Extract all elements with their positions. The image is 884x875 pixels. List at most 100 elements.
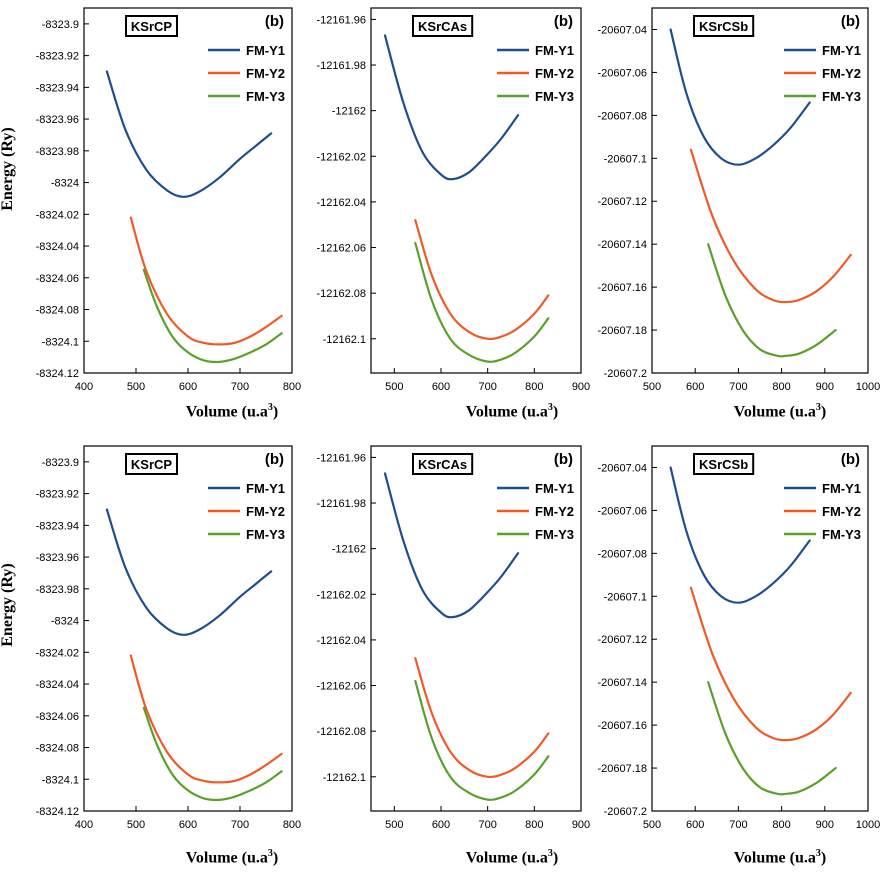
y-tick-label-p1: -8323.9 xyxy=(42,19,79,31)
y-tick-label-p6: -20607.08 xyxy=(597,548,647,560)
x-tick-label-p2: 700 xyxy=(478,381,496,393)
panel-label-p2: (b) xyxy=(554,13,573,30)
y-tick-label-p1: -8324.02 xyxy=(36,209,79,221)
chart-title-p4: KSrCP xyxy=(131,457,173,472)
y-tick-label-p4: -8323.94 xyxy=(36,520,79,532)
y-tick-label-p2: -12162.06 xyxy=(316,243,366,255)
x-axis-label-p3: Volume (u.a3) xyxy=(733,402,827,421)
chart-title-p6: KSrCSb xyxy=(699,457,748,472)
x-tick-label-p3: 1000 xyxy=(856,381,880,393)
y-tick-label-p2: -12162 xyxy=(332,106,366,118)
y-tick-label-p4: -8324.06 xyxy=(36,711,79,723)
chart-title-p2: KSrCAs xyxy=(418,19,467,34)
legend-label-fm-y3-p3: FM-Y3 xyxy=(822,89,861,104)
x-axis-label-p2: Volume (u.a3) xyxy=(465,402,559,421)
series-line-fm-y2-p6 xyxy=(689,586,852,742)
series-line-fm-y1-p4 xyxy=(105,508,273,636)
series-line-fm-y1-p1 xyxy=(105,70,273,198)
y-tick-label-p6: -20607.18 xyxy=(597,763,647,775)
x-tick-label-p6: 600 xyxy=(686,819,704,831)
series-line-fm-y2-p2 xyxy=(414,219,550,341)
title-box-p3 xyxy=(693,15,755,37)
series-line-fm-y2-p1 xyxy=(129,216,283,346)
legend-label-fm-y3-p5: FM-Y3 xyxy=(535,527,574,542)
legend-label-fm-y2-p6: FM-Y2 xyxy=(822,504,861,519)
y-tick-label-p6: -20607.16 xyxy=(597,720,647,732)
y-tick-label-p5: -12162.04 xyxy=(316,635,366,647)
y-tick-label-p3: -20607.06 xyxy=(597,67,647,79)
y-tick-label-p2: -12162.02 xyxy=(316,151,366,163)
y-tick-label-p1: -8323.96 xyxy=(36,114,79,126)
x-tick-label-p1: 600 xyxy=(179,381,197,393)
chart-title-p5: KSrCAs xyxy=(418,457,467,472)
panel-label-p4: (b) xyxy=(265,451,284,468)
y-tick-label-p1: -8324.08 xyxy=(36,305,79,317)
chart-title-p1: KSrCP xyxy=(131,19,173,34)
series-line-fm-y3-p1 xyxy=(142,268,283,364)
y-tick-label-p3: -20607.2 xyxy=(604,368,647,380)
y-tick-label-p2: -12162.1 xyxy=(323,334,366,346)
y-tick-label-p3: -20607.18 xyxy=(597,325,647,337)
y-tick-label-p2: -12161.96 xyxy=(316,14,366,26)
y-tick-label-p4: -8324.12 xyxy=(36,806,79,818)
x-tick-label-p4: 700 xyxy=(231,819,249,831)
y-tick-label-p3: -20607.04 xyxy=(597,24,647,36)
y-tick-label-p4: -8323.92 xyxy=(36,489,79,501)
y-tick-label-p6: -20607.12 xyxy=(597,634,647,646)
plot-frame-p3 xyxy=(651,7,869,374)
x-tick-label-p3: 700 xyxy=(729,381,747,393)
y-tick-label-p6: -20607.1 xyxy=(604,591,647,603)
x-tick-label-p5: 500 xyxy=(385,819,403,831)
x-tick-label-p5: 700 xyxy=(478,819,496,831)
plot-frame-p6 xyxy=(651,445,869,812)
panel-label-p6: (b) xyxy=(841,451,860,468)
series-line-fm-y2-p4 xyxy=(129,654,283,784)
y-tick-label-p6: -20607.14 xyxy=(597,677,647,689)
legend-label-fm-y1-p6: FM-Y1 xyxy=(822,481,861,496)
panel-label-p1: (b) xyxy=(265,13,284,30)
series-line-fm-y3-p5 xyxy=(414,679,550,801)
y-tick-label-p1: -8324.04 xyxy=(36,241,79,253)
x-tick-label-p4: 600 xyxy=(179,819,197,831)
y-tick-label-p6: -20607.06 xyxy=(597,505,647,517)
legend-label-fm-y3-p2: FM-Y3 xyxy=(535,89,574,104)
x-tick-label-p5: 600 xyxy=(432,819,450,831)
title-box-p5 xyxy=(412,453,474,475)
x-tick-label-p1: 400 xyxy=(75,381,93,393)
series-line-fm-y2-p5 xyxy=(414,657,550,779)
legend-label-fm-y2-p1: FM-Y2 xyxy=(246,66,285,81)
x-tick-label-p1: 700 xyxy=(231,381,249,393)
x-tick-label-p1: 800 xyxy=(283,381,301,393)
x-tick-label-p6: 900 xyxy=(816,819,834,831)
chart-panel-1: 400 500 600 700 800 -8323.9 -8323.92 -8323.94 -8… xyxy=(36,7,301,393)
x-tick-label-p2: 600 xyxy=(432,381,450,393)
x-tick-label-p6: 1000 xyxy=(856,819,880,831)
y-tick-label-p4: -8324.1 xyxy=(42,774,79,786)
y-tick-label-p4: -8323.98 xyxy=(36,584,79,596)
y-tick-label-p5: -12162.06 xyxy=(316,681,366,693)
y-tick-label-p5: -12162.08 xyxy=(316,726,366,738)
x-tick-label-p5: 800 xyxy=(525,819,543,831)
plot-frame-p1 xyxy=(83,7,293,374)
y-tick-label-p5: -12162.1 xyxy=(323,772,366,784)
panel-label-p3: (b) xyxy=(841,13,860,30)
y-tick-label-p3: -20607.16 xyxy=(597,282,647,294)
y-tick-label-p1: -8324.1 xyxy=(42,336,79,348)
x-tick-label-p6: 500 xyxy=(643,819,661,831)
x-tick-label-p2: 500 xyxy=(385,381,403,393)
legend-label-fm-y2-p4: FM-Y2 xyxy=(246,504,285,519)
x-tick-label-p5: 900 xyxy=(572,819,590,831)
series-line-fm-y1-p6 xyxy=(669,466,811,604)
chart-title-p3: KSrCSb xyxy=(699,19,748,34)
y-tick-label-p6: -20607.2 xyxy=(604,806,647,818)
y-tick-label-p3: -20607.1 xyxy=(604,153,647,165)
series-line-fm-y3-p2 xyxy=(414,241,550,363)
title-box-p6 xyxy=(693,453,755,475)
title-box-p1 xyxy=(125,15,178,37)
y-tick-label-p2: -12162.04 xyxy=(316,197,366,209)
y-tick-label-p3: -20607.12 xyxy=(597,196,647,208)
series-line-fm-y1-p2 xyxy=(383,34,520,181)
legend-label-fm-y1-p4: FM-Y1 xyxy=(246,481,285,496)
chart-panel-4: 400 500 600 700 800 -8323.9 -8323.92 -8323.94 -8… xyxy=(36,445,301,831)
